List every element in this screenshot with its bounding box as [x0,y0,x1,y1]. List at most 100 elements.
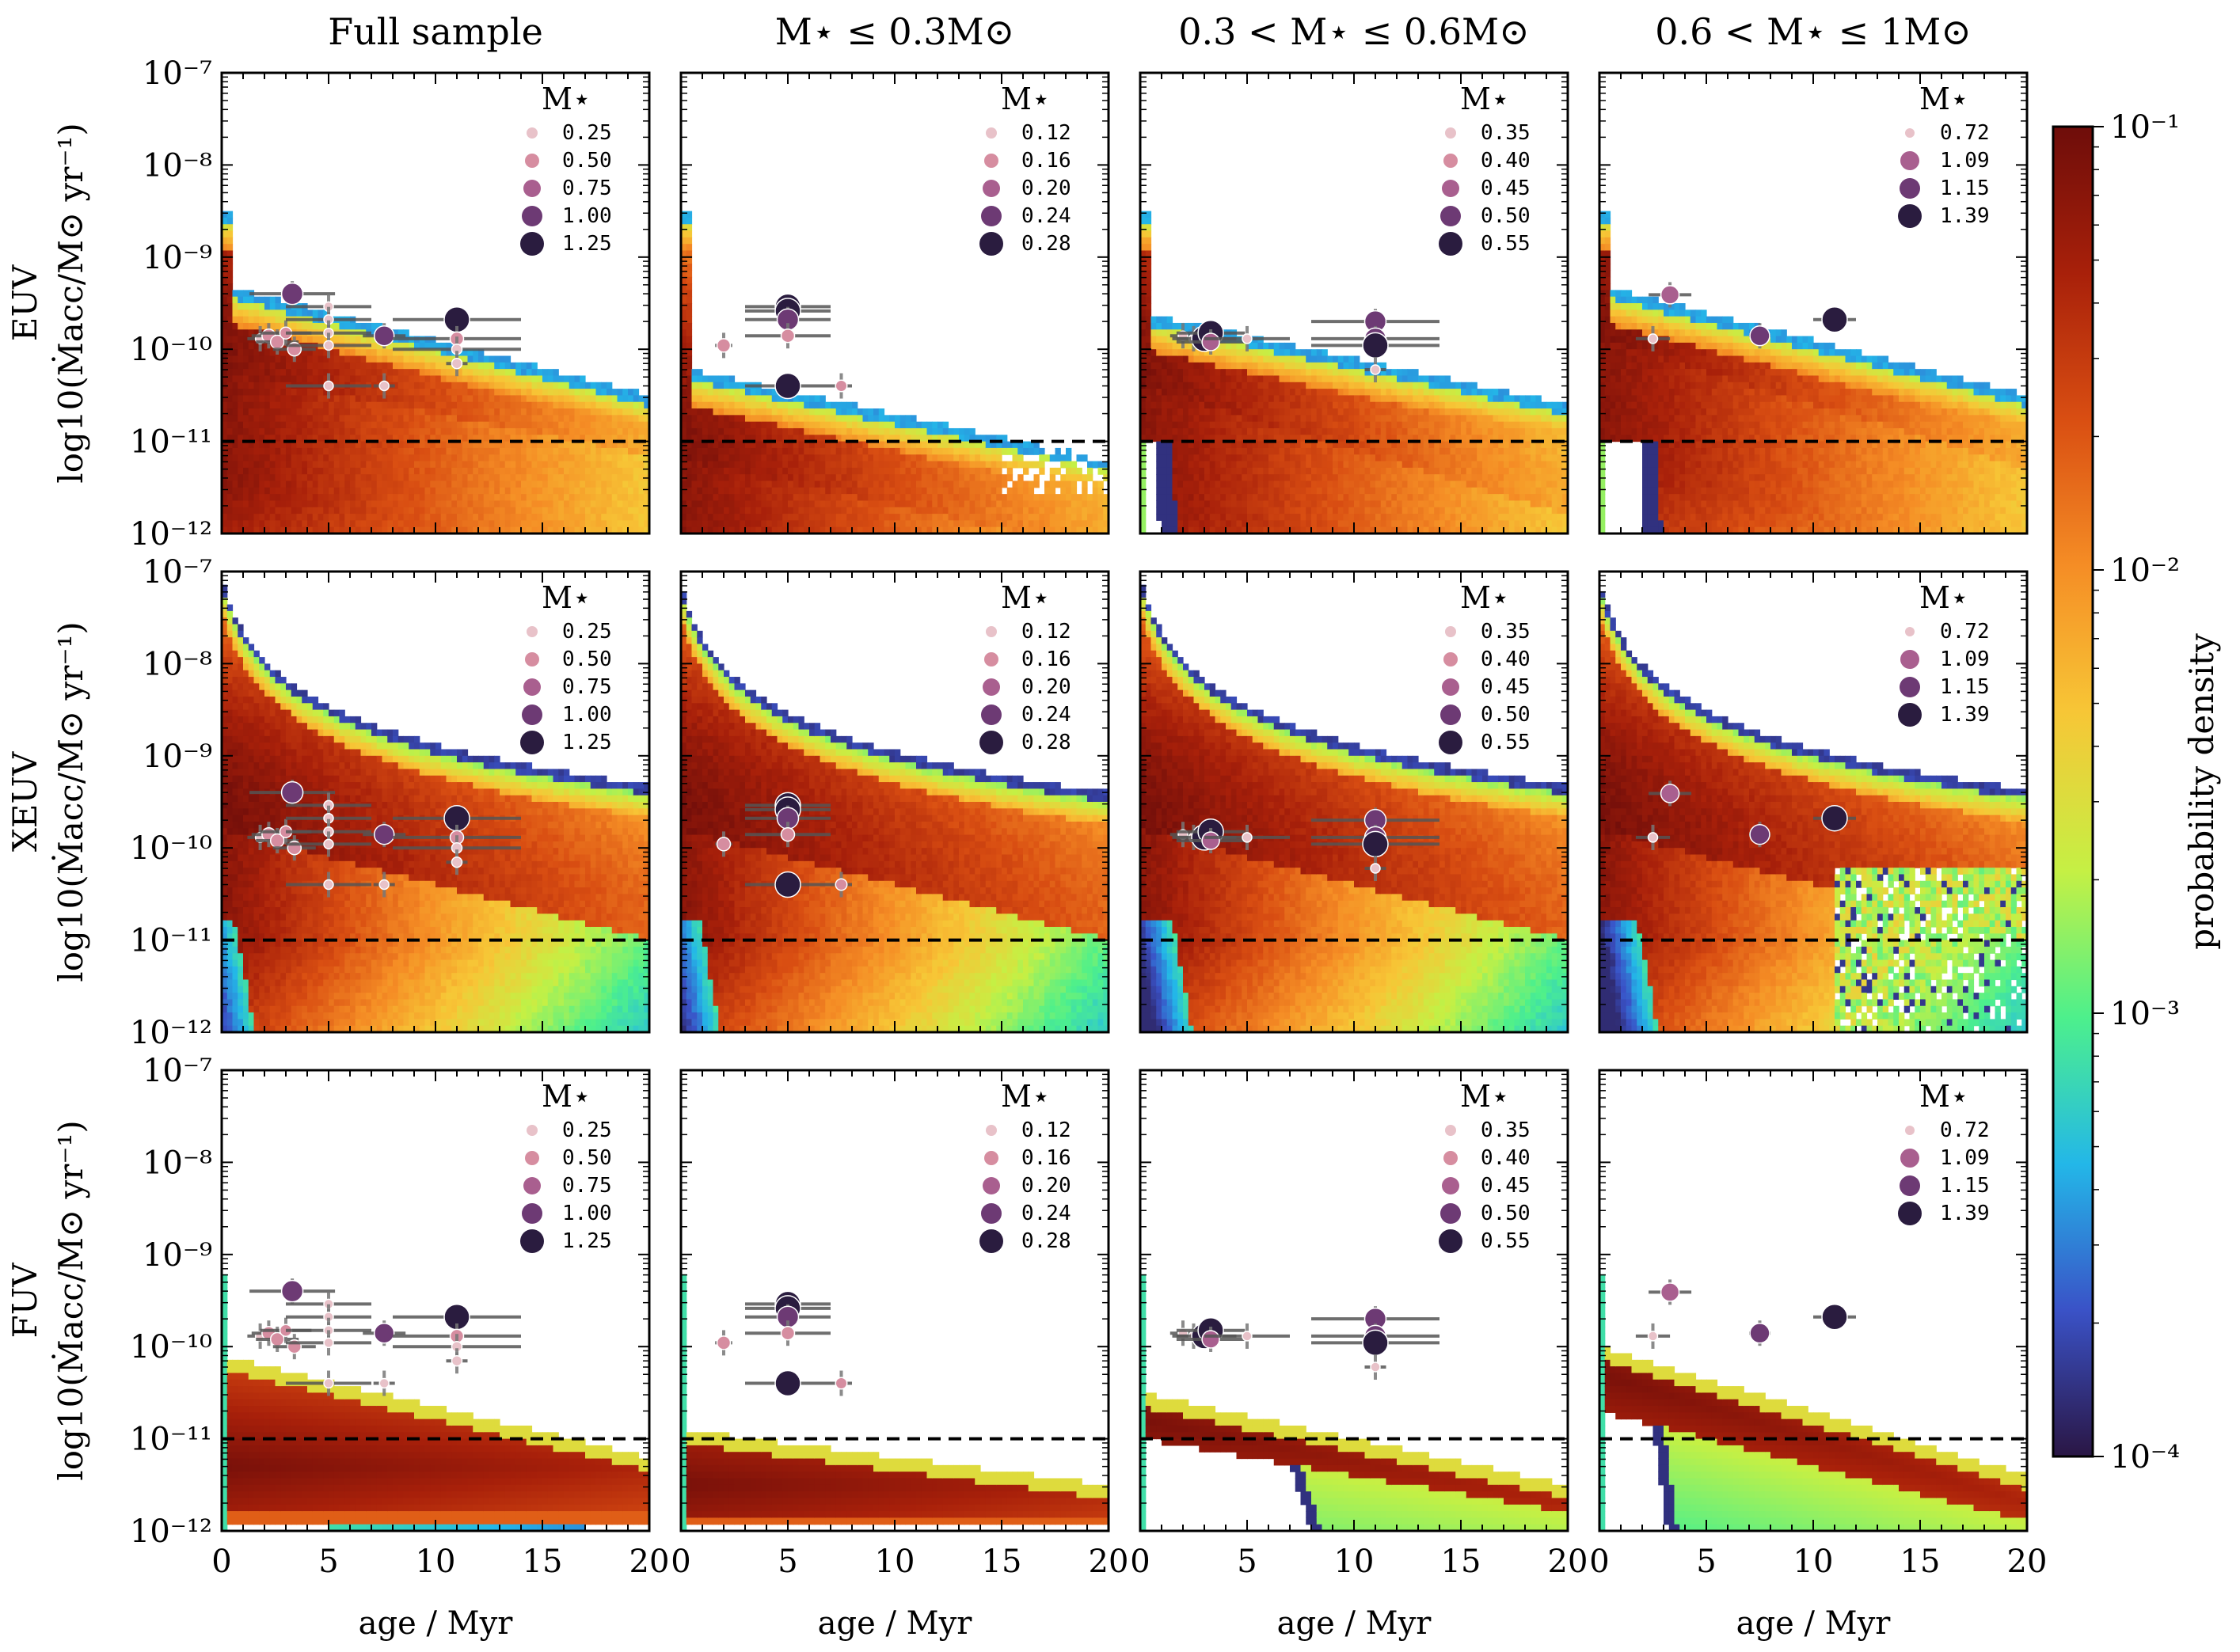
heatmap-cell [1167,494,1173,501]
heatmap-cell [1146,389,1151,396]
heatmap-cell [585,428,591,435]
heatmap-cell [302,408,307,416]
heatmap-cell [344,415,350,422]
heatmap-cell [735,468,740,475]
heatmap-cell [1156,349,1162,356]
heatmap-cell [307,323,313,330]
heatmap-cell [484,514,489,521]
heatmap-cell [280,520,286,527]
heatmap-cell [884,428,890,435]
heatmap-cell [959,480,964,488]
heatmap-cell [558,500,564,507]
heatmap-cell [318,349,324,356]
heatmap-cell [1268,415,1274,422]
heatmap-cell [718,375,724,382]
heatmap-cell [1268,422,1274,429]
heatmap-cell [702,507,708,515]
heatmap-cell [451,480,457,488]
heatmap-cell [585,408,591,416]
heatmap-cell [505,494,511,501]
heatmap-cell [628,448,633,455]
heatmap-cell [435,382,441,389]
heatmap-cell [494,363,500,370]
heatmap-cell [1173,415,1178,422]
heatmap-cell [340,480,345,488]
heatmap-cell [686,408,692,416]
heatmap-cell [441,369,447,376]
heatmap-cell [340,435,345,442]
heatmap-cell [1188,395,1194,402]
heatmap-cell [468,389,473,396]
heatmap-cell [430,428,435,435]
heatmap-cell [264,389,270,396]
heatmap-cell [916,454,922,461]
heatmap-cell [697,408,702,416]
heatmap-cell [307,356,313,363]
heatmap-cell [280,488,286,495]
heatmap-cell [778,461,783,469]
heatmap-cell [1162,323,1167,330]
heatmap-cell [1177,408,1183,416]
heatmap-cell [515,500,521,507]
heatmap-cell [468,369,473,376]
heatmap-cell [1194,480,1200,488]
heatmap-cell [276,402,281,409]
heatmap-cell [1194,494,1200,501]
heatmap-cell [815,507,820,515]
heatmap-cell [1050,480,1055,488]
heatmap-cell [435,468,441,475]
heatmap-cell [527,428,532,435]
heatmap-cell [1231,422,1237,429]
heatmap-cell [788,514,793,521]
heatmap-cell [387,474,393,481]
heatmap-cell [473,480,478,488]
heatmap-cell [740,468,745,475]
heatmap-cell [1055,507,1061,515]
heatmap-cell [740,494,745,501]
heatmap-cell [1162,454,1167,461]
heatmap-cell [553,474,559,481]
heatmap-cell [1231,428,1237,435]
heatmap-cell [264,448,270,455]
heatmap-cell [329,448,334,455]
heatmap-cell [815,474,820,481]
heatmap-cell [447,488,452,495]
heatmap-cell [601,488,607,495]
heatmap-cell [959,488,964,495]
heatmap-cell [505,448,511,455]
heatmap-cell [494,428,500,435]
heatmap-cell [264,468,270,475]
heatmap-cell [462,488,468,495]
heatmap-cell [291,389,297,396]
heatmap-cell [425,474,431,481]
heatmap-cell [489,507,495,515]
heatmap-cell [1017,461,1023,469]
heatmap-cell [692,494,698,501]
heatmap-cell [596,454,602,461]
heatmap-cell [1183,461,1188,469]
heatmap-cell [393,369,398,376]
heatmap-cell [745,507,751,515]
heatmap-cell [900,461,906,469]
heatmap-cell [1237,395,1242,402]
heatmap-cell [607,454,612,461]
heatmap-cell [1007,514,1013,521]
heatmap-cell [350,408,356,416]
heatmap-cell [1098,488,1104,495]
heatmap-cell [564,415,569,422]
heatmap-cell [1263,363,1268,370]
heatmap-cell [863,480,869,488]
heatmap-cell [686,356,692,363]
heatmap-cell [1077,507,1082,515]
heatmap-cell [404,500,409,507]
heatmap-cell [745,408,751,416]
heatmap-cell [793,448,799,455]
heatmap-cell [558,507,564,515]
heatmap-cell [825,474,831,481]
heatmap-cell [729,402,735,409]
heatmap-cell [420,468,425,475]
heatmap-cell [799,520,804,527]
heatmap-cell [473,500,478,507]
heatmap-cell [873,474,879,481]
heatmap-cell [852,422,858,429]
